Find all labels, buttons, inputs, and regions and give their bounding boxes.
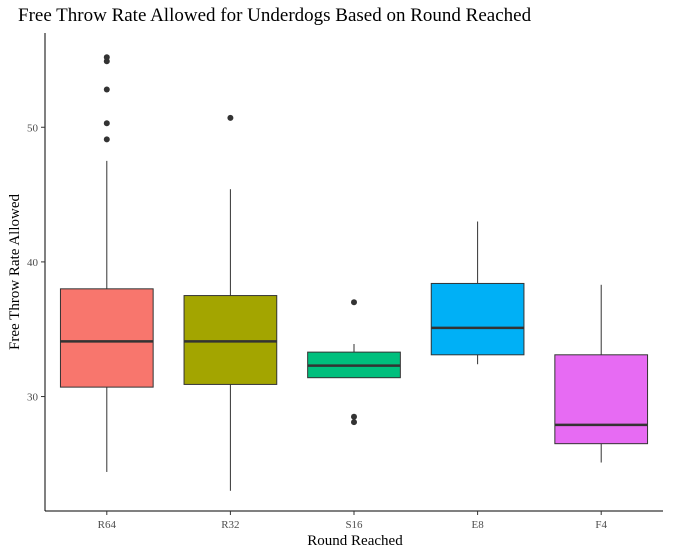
x-tick-label-S16: S16: [345, 519, 363, 531]
chart-title: Free Throw Rate Allowed for Underdogs Ba…: [18, 5, 532, 26]
y-axis-ticks: 30 40 50: [27, 122, 45, 404]
outlier-point-R64-4: [103, 54, 110, 61]
outlier-point-S16-1: [351, 413, 357, 420]
outlier-point-R64-1: [103, 120, 110, 127]
box-body-R32: [183, 295, 278, 385]
plot-area: [59, 54, 649, 491]
box-body-F4: [554, 354, 649, 445]
y-tick-label-30: 30: [27, 392, 39, 404]
box-body-R64: [59, 288, 154, 388]
outlier-point-S16-2: [351, 299, 357, 306]
x-axis-title: Round Reached: [307, 533, 403, 549]
x-tick-label-E8: E8: [471, 519, 484, 531]
box-F4: [554, 284, 649, 463]
outlier-point-R64-0: [103, 136, 110, 143]
box-R64: [59, 54, 154, 472]
y-axis-title: Free Throw Rate Allowed: [7, 194, 23, 350]
x-axis-ticks: R64 R32 S16 E8 F4: [98, 511, 608, 531]
y-tick-label-50: 50: [27, 122, 39, 134]
box-R32: [183, 114, 278, 491]
box-body-E8: [430, 282, 525, 356]
y-tick-label-40: 40: [27, 257, 39, 269]
box-E8: [430, 221, 525, 365]
x-tick-label-F4: F4: [595, 519, 607, 531]
box-S16: [307, 299, 401, 426]
outlier-point-S16-0: [351, 419, 357, 426]
outlier-point-R32-0: [227, 114, 234, 121]
outlier-point-R64-2: [103, 86, 110, 93]
x-tick-label-R64: R64: [98, 519, 117, 531]
x-tick-label-R32: R32: [221, 519, 239, 531]
